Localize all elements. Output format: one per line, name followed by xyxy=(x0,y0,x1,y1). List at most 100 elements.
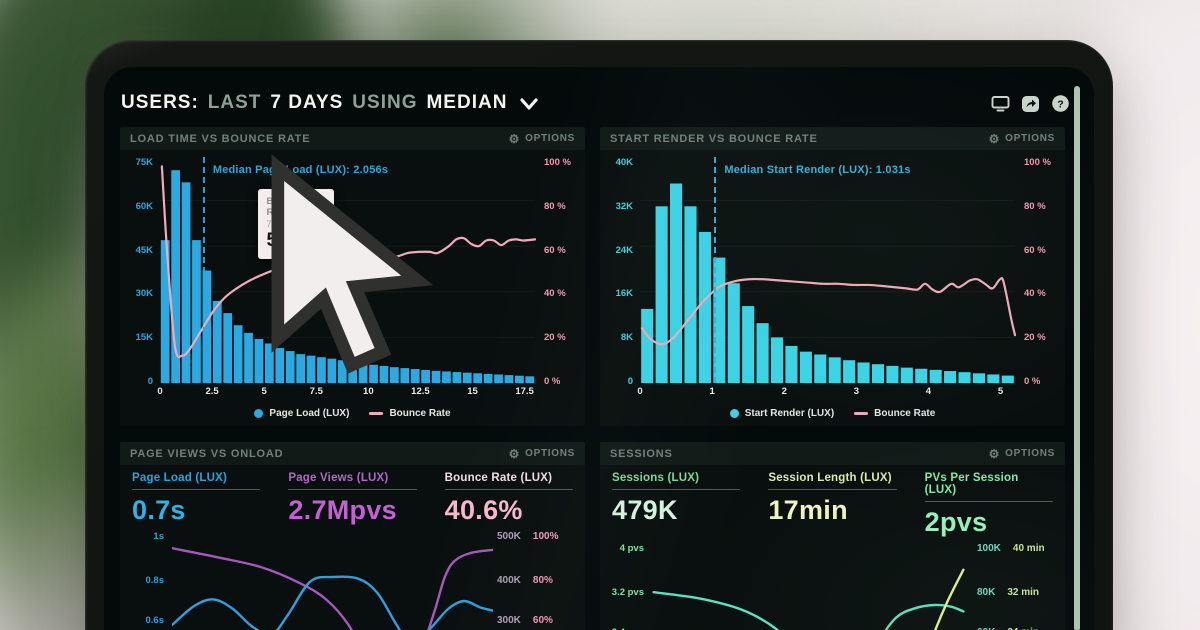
x-axis-tick-label: 1 xyxy=(709,386,715,397)
share-icon[interactable] xyxy=(1021,94,1040,113)
metric-divider xyxy=(768,489,897,490)
secondary-tick-label: 100% xyxy=(532,531,559,542)
panel-title: SESSIONS xyxy=(610,447,673,460)
y-axis-left: 40K 32K 24K 16K 8K 0 xyxy=(600,155,640,386)
median-marker-line xyxy=(714,157,717,383)
y-axis-tick-label: 45K xyxy=(135,244,153,256)
count-tick-label: 100K xyxy=(977,543,1001,554)
metric-label: Bounce Rate (LUX) xyxy=(444,472,553,484)
panel-title: PAGE VIEWS VS ONLOAD xyxy=(130,447,284,460)
series-line-page-views xyxy=(172,548,493,630)
gear-icon: ⚙ xyxy=(508,446,521,461)
title-days: 7 DAYS xyxy=(270,92,344,113)
secondary-tick-label: 32 min xyxy=(1007,587,1040,598)
svg-text:?: ? xyxy=(1057,98,1063,110)
y-axis-tick-label: 0 % xyxy=(544,375,561,387)
x-axis-tick-label: 12.5 xyxy=(411,386,430,397)
y-axis-tick-label: 75K xyxy=(135,157,153,168)
options-button[interactable]: ⚙ OPTIONS xyxy=(509,448,575,460)
legend-item[interactable]: Bounce Rate xyxy=(854,408,935,419)
panel-page-views-vs-onload: PAGE VIEWS VS ONLOAD ⚙ OPTIONS Page Load… xyxy=(120,442,585,630)
line-chart: 4 pvs 3.2 pvs 2.4 pvs 100K 40 min 80K 32 min 6… xyxy=(600,541,1065,630)
y-axis-left: 1s 0.8s 0.6s xyxy=(120,529,172,630)
count-tick-label: 300K xyxy=(497,615,521,626)
metric-value: 17min xyxy=(768,495,848,525)
tooltip-subtitle: 7s xyxy=(266,219,277,230)
y-axis-tick-label: 4 pvs xyxy=(619,543,644,554)
metric: Bounce Rate (LUX) 40.6% xyxy=(444,472,573,526)
x-axis: 0 1 2 3 4 5 xyxy=(637,383,1015,400)
y-axis-tick-pair: 80K 32 min xyxy=(977,587,1039,598)
median-annotation: Median Start Render (LUX): 1.031s xyxy=(724,164,911,176)
gear-icon: ⚙ xyxy=(508,131,521,146)
legend-item[interactable]: Start Render (LUX) xyxy=(729,407,835,419)
help-icon[interactable]: ? xyxy=(1051,94,1070,113)
x-axis-tick-label: 2.5 xyxy=(205,386,219,397)
chart-plot-area[interactable]: Median Start Render (LUX): 1.031s xyxy=(640,155,1015,383)
legend-item[interactable]: Page Load (LUX) xyxy=(254,408,349,419)
histogram-bars[interactable] xyxy=(160,170,535,383)
panel-title: LOAD TIME VS BOUNCE RATE xyxy=(130,132,311,145)
chart-plot-area[interactable] xyxy=(172,529,493,630)
x-axis-tick-label: 7.5 xyxy=(309,386,323,397)
gear-icon: ⚙ xyxy=(988,446,1001,461)
legend-label: Bounce Rate xyxy=(389,407,451,419)
legend-line-swatch xyxy=(369,411,384,415)
panel-start-render-vs-bounce-rate: START RENDER VS BOUNCE RATE ⚙ OPTIONS 40… xyxy=(600,127,1065,426)
histogram-bars[interactable] xyxy=(641,183,1014,384)
legend-label: Start Render (LUX) xyxy=(744,407,835,419)
options-label: OPTIONS xyxy=(1005,133,1055,144)
metric-divider xyxy=(924,501,1053,502)
timeframe-dropdown[interactable]: USERS: LAST 7 DAYS USING MEDIAN xyxy=(121,92,539,114)
display-icon[interactable] xyxy=(991,94,1010,113)
histogram-chart: 75K 60K 45K 30K 15K 0 Median Page Load (LUX):… xyxy=(120,150,585,426)
options-button[interactable]: ⚙ OPTIONS xyxy=(509,133,575,145)
metric-divider xyxy=(612,489,741,490)
y-axis-tick-label: 40 % xyxy=(544,288,566,300)
y-axis-tick-label: 80 % xyxy=(1024,200,1046,212)
x-axis-tick-label: 4 xyxy=(925,386,932,397)
y-axis-tick-label: 60 % xyxy=(544,244,566,256)
panel-grid: LOAD TIME VS BOUNCE RATE ⚙ OPTIONS 75K 60… xyxy=(120,127,1065,630)
secondary-tick-label: 60% xyxy=(532,615,553,626)
x-axis: 0 2.5 5 7.5 10 12.5 15 17.5 xyxy=(157,383,535,400)
scrollbar-thumb[interactable] xyxy=(1074,86,1080,630)
metric-label: PVs Per Session (LUX) xyxy=(924,472,1019,496)
chart-plot-area[interactable] xyxy=(652,541,973,630)
secondary-tick-label: 80% xyxy=(532,575,553,586)
bounce-rate-line xyxy=(642,278,1015,344)
metric-divider xyxy=(132,489,261,490)
options-label: OPTIONS xyxy=(525,448,575,459)
y-axis-right: 100 % 80 % 60 % 40 % 20 % 0 % xyxy=(535,155,585,387)
y-axis-tick-label: 0 xyxy=(147,375,153,387)
y-axis-tick-pair: 100K 40 min xyxy=(977,543,1045,554)
dashboard-screen: USERS: LAST 7 DAYS USING MEDIAN xyxy=(104,67,1094,630)
legend-label: Page Load (LUX) xyxy=(269,407,350,419)
legend-line-swatch xyxy=(854,411,869,415)
metric: Session Length (LUX) 17min xyxy=(768,472,897,538)
panel-header: PAGE VIEWS VS ONLOAD ⚙ OPTIONS xyxy=(120,442,585,465)
title-median: MEDIAN xyxy=(426,92,508,113)
metric: Page Views (LUX) 2.7Mpvs xyxy=(288,472,417,526)
gear-icon: ⚙ xyxy=(988,131,1001,146)
x-axis-tick-label: 5 xyxy=(261,386,267,397)
panel-sessions: SESSIONS ⚙ OPTIONS Sessions (LUX) 479K Ses… xyxy=(600,442,1065,630)
y-axis-tick-label: 32K xyxy=(615,200,633,212)
y-axis-tick-label: 0.8s xyxy=(145,575,165,586)
y-axis-tick-label: 80 % xyxy=(544,200,566,212)
series-line-page-load xyxy=(172,577,493,630)
y-axis-tick-label: 15K xyxy=(135,332,153,344)
metric-divider xyxy=(444,489,573,490)
header-icon-bar: ? xyxy=(991,94,1070,113)
x-axis-tick-label: 15 xyxy=(467,386,478,397)
line-chart: 1s 0.8s 0.6s 500K 100% 400K 80% 300K 60% xyxy=(120,529,585,630)
options-button[interactable]: ⚙ OPTIONS xyxy=(989,448,1055,460)
panel-title: START RENDER VS BOUNCE RATE xyxy=(610,132,818,145)
median-annotation: Median Page Load (LUX): 2.056s xyxy=(212,164,389,176)
options-button[interactable]: ⚙ OPTIONS xyxy=(989,133,1055,145)
y-axis-tick-label: 40K xyxy=(615,157,633,168)
y-axis-tick-label: 60K xyxy=(135,200,153,212)
chart-plot-area[interactable]: Median Page Load (LUX): 2.056s Bounce Ra… xyxy=(160,154,535,383)
legend-item[interactable]: Bounce Rate xyxy=(369,407,451,419)
